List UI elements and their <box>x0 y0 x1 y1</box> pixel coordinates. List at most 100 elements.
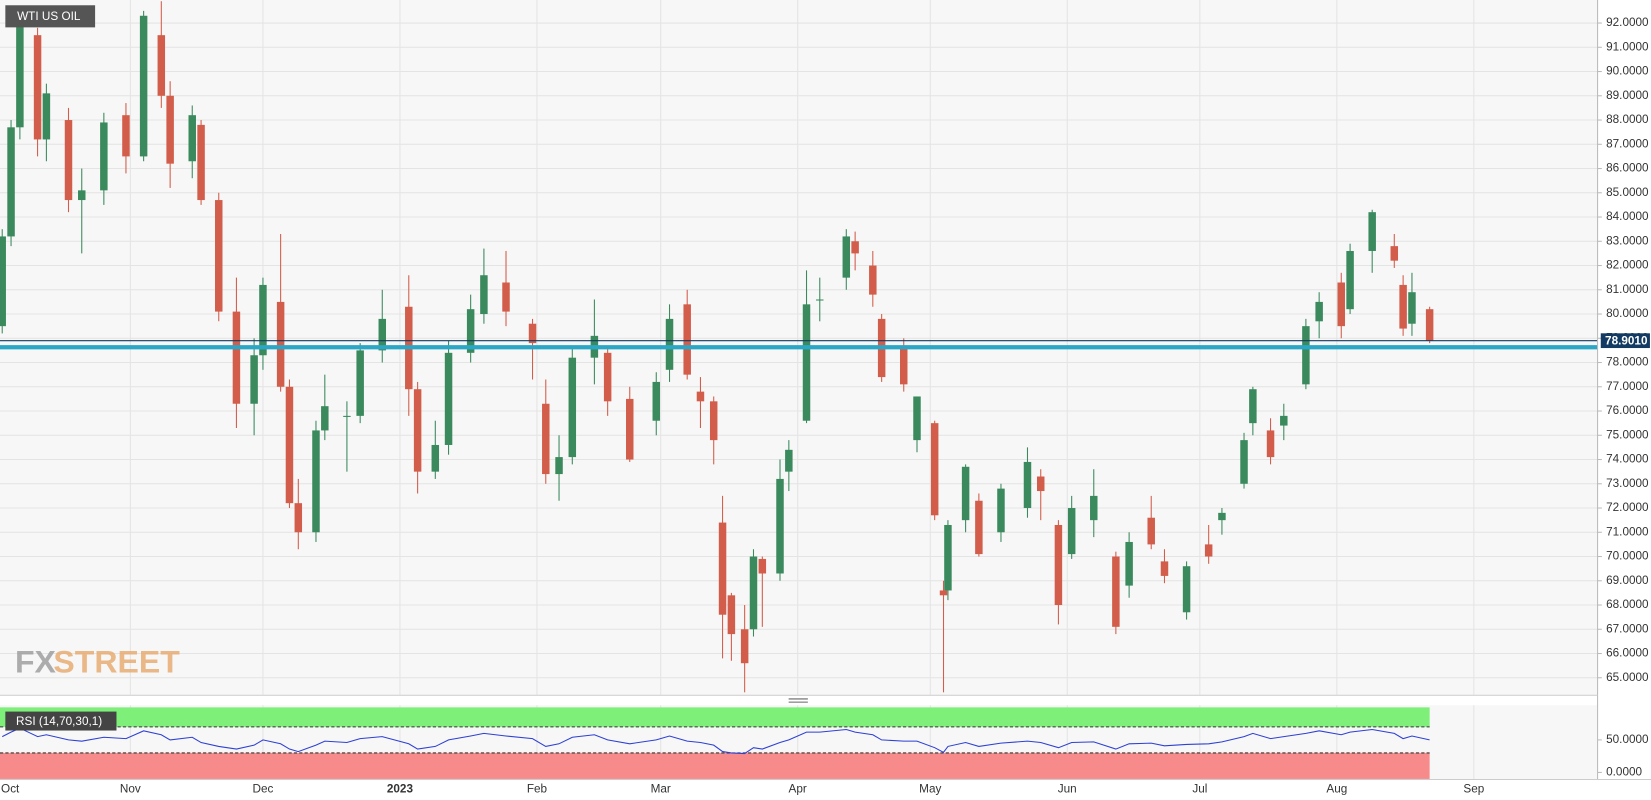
candle-body <box>1147 517 1155 545</box>
watermark-street: STREET <box>53 644 180 680</box>
candle-body <box>727 595 736 635</box>
candle-body <box>16 10 24 128</box>
candle-body <box>851 241 859 254</box>
x-tick-label: Nov <box>120 783 141 796</box>
chart-title: WTI US OIL <box>17 10 81 23</box>
candle-body <box>276 301 285 387</box>
candle-body <box>33 35 42 140</box>
candle-body <box>64 120 73 201</box>
candle-body <box>42 93 51 140</box>
candle-body <box>157 35 166 96</box>
candle-body <box>718 522 727 615</box>
y-tick-label: 86.0000 <box>1606 162 1649 175</box>
candle-body <box>1067 508 1076 555</box>
y-tick-label: 87.0000 <box>1606 137 1649 150</box>
candle-body <box>356 350 364 416</box>
candle-body <box>785 449 793 472</box>
x-tick-label: Oct <box>1 783 20 796</box>
rsi-label: RSI (14,70,30,1) <box>16 715 102 728</box>
y-tick-label: 72.0000 <box>1606 501 1649 514</box>
candle-body <box>1182 566 1191 613</box>
pane-resizer[interactable] <box>788 698 808 703</box>
y-tick-label: 92.0000 <box>1606 16 1649 29</box>
title-box <box>5 5 96 28</box>
candle-body <box>1302 326 1310 385</box>
candle-body <box>683 304 691 375</box>
candle-body <box>502 282 510 312</box>
candle-body <box>250 355 258 404</box>
y-tick-label: 73.0000 <box>1606 477 1649 490</box>
y-tick-label: 76.0000 <box>1606 404 1649 417</box>
candle-body <box>603 352 612 402</box>
candle-body <box>626 398 634 460</box>
candle-body <box>740 629 749 664</box>
candle-body <box>665 318 674 370</box>
candle-body <box>1249 389 1257 424</box>
candle-body <box>1337 282 1345 327</box>
candle-body <box>776 478 784 574</box>
candle-body <box>100 122 108 191</box>
candle-body <box>1037 476 1045 492</box>
candle-body <box>944 524 952 591</box>
candle-body <box>568 357 577 458</box>
candle-body <box>528 323 537 344</box>
candle-body <box>842 236 851 278</box>
rsi-tick-label: 0.0000 <box>1606 766 1642 779</box>
candle-body <box>1125 541 1133 586</box>
candle-body <box>122 115 130 157</box>
candle-body <box>166 95 174 164</box>
candle-body <box>139 15 148 157</box>
candle-body <box>1160 561 1169 576</box>
candle-body <box>1218 512 1226 521</box>
x-tick-label: Jun <box>1058 783 1077 796</box>
candle-body <box>900 345 908 385</box>
y-tick-label: 85.0000 <box>1606 186 1649 199</box>
candle-body <box>78 190 86 201</box>
candle-body <box>1054 524 1063 606</box>
rsi-line <box>1 727 1430 755</box>
candle-body <box>555 457 563 475</box>
candle-body <box>542 403 550 475</box>
candle-body <box>1390 246 1399 261</box>
candle-body <box>709 401 718 441</box>
candle-body <box>696 391 705 402</box>
y-tick-label: 84.0000 <box>1606 210 1649 223</box>
y-tick-label: 65.0000 <box>1606 671 1649 684</box>
x-tick-label: Sep <box>1463 783 1484 796</box>
candle-body <box>1425 309 1434 341</box>
candle-body <box>930 423 939 516</box>
candle-body <box>188 115 196 162</box>
x-tick-label: Dec <box>253 783 274 796</box>
y-tick-label: 83.0000 <box>1606 234 1649 247</box>
overlay: WTI US OIL FX STREET 65.0000 66.0000 67.00… <box>1 5 1650 796</box>
candle-body <box>975 500 983 555</box>
candle-body <box>1112 556 1120 627</box>
candle-body <box>343 415 351 417</box>
candle-body <box>259 284 267 356</box>
y-tick-label: 74.0000 <box>1606 453 1649 466</box>
candle-body <box>1280 415 1288 426</box>
candle-body <box>961 466 970 521</box>
y-tick-label: 91.0000 <box>1606 40 1649 53</box>
candle-body <box>378 318 387 351</box>
candle-body <box>869 265 877 295</box>
y-tick-label: 77.0000 <box>1606 380 1649 393</box>
x-tick-label: Jul <box>1192 783 1207 796</box>
y-tick-label: 90.0000 <box>1606 65 1649 78</box>
candle-body <box>197 124 205 201</box>
rsi-overbought-band <box>0 707 1430 727</box>
x-tick-label: Apr <box>789 783 807 796</box>
candle-body <box>312 430 320 533</box>
candle-body <box>444 352 453 445</box>
candle-body <box>294 503 303 533</box>
y-tick-label: 66.0000 <box>1606 647 1649 660</box>
y-tick-label: 89.0000 <box>1606 89 1649 102</box>
y-tick-label: 80.0000 <box>1606 307 1649 320</box>
x-tick-label: Aug <box>1326 783 1347 796</box>
candle-body <box>321 406 329 431</box>
x-tick-label: May <box>919 783 941 796</box>
x-tick-label: Feb <box>527 783 547 796</box>
rsi-oversold-band <box>0 752 1430 779</box>
